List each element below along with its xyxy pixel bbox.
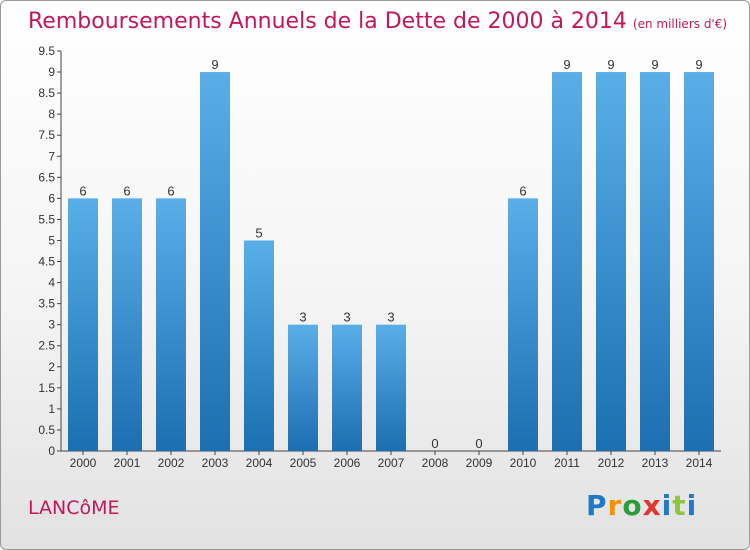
data-label: 6 xyxy=(519,183,526,198)
x-tick-label: 2002 xyxy=(158,456,185,470)
data-label: 6 xyxy=(167,183,174,198)
bars xyxy=(68,72,714,451)
x-tick-label: 2013 xyxy=(642,456,669,470)
bar xyxy=(200,72,230,451)
data-label: 6 xyxy=(79,183,86,198)
data-label: 3 xyxy=(299,310,306,325)
chart-title: Remboursements Annuels de la Dette de 20… xyxy=(28,9,727,34)
proxiti-logo-letter: r xyxy=(607,489,623,522)
proxiti-logo-letter: t xyxy=(672,489,687,522)
x-tick-label: 2007 xyxy=(378,456,405,470)
y-tick-label: 5 xyxy=(48,233,55,247)
data-label: 3 xyxy=(343,310,350,325)
x-tick-label: 2011 xyxy=(554,456,580,470)
proxiti-logo-letter: i xyxy=(686,489,698,522)
y-tick-label: 0 xyxy=(48,444,55,458)
y-tick-label: 2 xyxy=(48,360,55,374)
data-label: 3 xyxy=(387,310,394,325)
x-tick-label: 2004 xyxy=(246,456,273,470)
y-tick-label: 3 xyxy=(48,318,55,332)
proxiti-logo: Proxiti xyxy=(586,489,697,522)
x-tick-label: 2009 xyxy=(466,456,493,470)
town-name: LANCôME xyxy=(28,497,120,519)
data-label: 9 xyxy=(651,57,658,72)
bar xyxy=(552,72,582,451)
chart-unit: (en milliers d'€) xyxy=(632,17,728,31)
y-tick-label: 7.5 xyxy=(38,128,55,142)
y-tick-label: 5.5 xyxy=(38,212,55,226)
y-tick-label: 1 xyxy=(48,402,55,416)
bar xyxy=(112,198,142,451)
x-tick-label: 2014 xyxy=(686,456,713,470)
proxiti-logo-letter: i xyxy=(661,489,673,522)
chart-title-text: Remboursements Annuels de la Dette de 20… xyxy=(28,9,627,34)
y-tick-label: 7 xyxy=(48,149,55,163)
bar xyxy=(332,324,362,451)
y-tick-label: 2.5 xyxy=(38,339,55,353)
y-tick-label: 8 xyxy=(48,107,55,121)
bar xyxy=(596,72,626,451)
y-tick-label: 1.5 xyxy=(38,381,55,395)
x-tick-label: 2003 xyxy=(202,456,229,470)
bar xyxy=(508,198,538,451)
y-tick-label: 8.5 xyxy=(38,86,55,100)
x-tick-label: 2010 xyxy=(510,456,537,470)
y-tick-label: 3.5 xyxy=(38,297,55,311)
x-tick-label: 2005 xyxy=(290,456,317,470)
y-tick-label: 4 xyxy=(48,276,55,290)
proxiti-logo-letter: o xyxy=(622,489,643,522)
bar xyxy=(244,240,274,451)
y-tick-label: 4.5 xyxy=(38,255,55,269)
data-labels: 6 6 6 9 5 3 3 3 0 0 6 9 9 9 9 xyxy=(79,57,702,451)
bar xyxy=(684,72,714,451)
bar xyxy=(376,324,406,451)
y-tick-label: 6 xyxy=(48,191,55,205)
axes: 0 0.5 1 1.5 2 2.5 3 3.5 4 4.5 5 5.5 6 6.5 7 7.5 8 8.5 9 9.5… xyxy=(38,44,721,470)
x-tick-label: 2000 xyxy=(70,456,97,470)
y-tick-label: 9.5 xyxy=(38,44,55,58)
y-tick-label: 0.5 xyxy=(38,423,55,437)
x-tick-label: 2006 xyxy=(334,456,361,470)
proxiti-logo-letter: x xyxy=(642,489,662,522)
y-tick-label: 6.5 xyxy=(38,170,55,184)
x-tick-label: 2008 xyxy=(422,456,449,470)
bar xyxy=(156,198,186,451)
bar xyxy=(288,324,318,451)
proxiti-logo-letter: P xyxy=(586,489,608,522)
data-label: 0 xyxy=(431,436,438,451)
data-label: 6 xyxy=(123,183,130,198)
data-label: 9 xyxy=(211,57,218,72)
data-label: 5 xyxy=(255,225,262,240)
bar xyxy=(640,72,670,451)
bar xyxy=(68,198,98,451)
y-tick-label: 9 xyxy=(48,65,55,79)
x-tick-label: 2012 xyxy=(598,456,625,470)
data-label: 9 xyxy=(607,57,614,72)
x-tick-label: 2001 xyxy=(114,456,141,470)
data-label: 9 xyxy=(695,57,702,72)
data-label: 9 xyxy=(563,57,570,72)
data-label: 0 xyxy=(475,436,482,451)
